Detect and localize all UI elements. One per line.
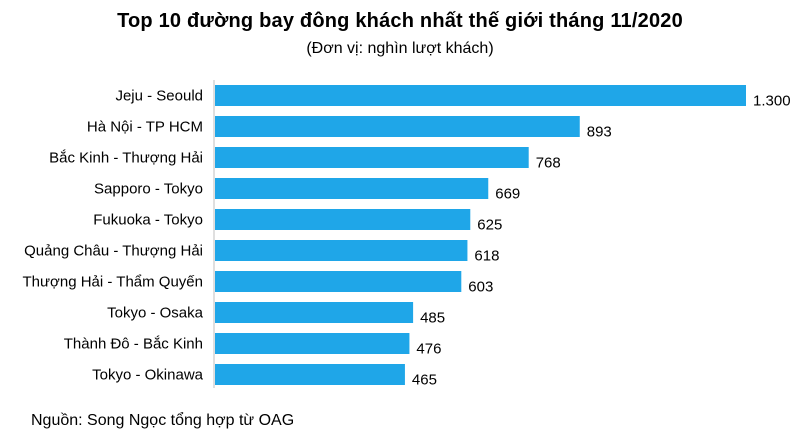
chart-title: Top 10 đường bay đông khách nhất thế giớ… [117,10,683,32]
value-label: 625 [477,217,502,234]
bar [215,302,414,323]
bars-layer: Jeju - Seould 1.300 Hà Nội - TP HCM 893 Bắc … [22,85,791,389]
value-label: 669 [495,186,520,203]
category-label: Hà Nội - TP HCM [87,119,203,136]
value-label: 768 [536,155,561,172]
value-label: 618 [474,248,499,265]
bar [215,333,410,354]
value-label: 485 [420,310,445,327]
value-label: 476 [416,341,441,358]
chart-subtitle: (Đơn vị: nghìn lượt khách) [306,40,494,57]
bar [215,271,462,292]
bar [215,147,529,168]
category-label: Tokyo - Osaka [107,305,204,322]
bar [215,116,580,137]
category-label: Jeju - Seould [115,88,203,105]
value-label: 465 [412,372,437,389]
category-label: Bắc Kinh - Thượng Hải [49,150,203,167]
category-label: Thành Đô - Bắc Kinh [64,336,203,353]
value-label: 893 [587,124,612,141]
value-label: 603 [468,279,493,296]
value-label: 1.300 [753,93,791,110]
category-label: Quảng Châu - Thượng Hải [24,243,203,260]
category-label: Fukuoka - Tokyo [93,212,203,229]
bar [215,85,746,106]
category-label: Sapporo - Tokyo [94,181,203,198]
bar [215,240,468,261]
category-label: Thượng Hải - Thẩm Quyến [22,274,203,291]
source-note: Nguồn: Song Ngọc tổng hợp từ OAG [31,412,295,429]
bar [215,364,405,385]
bar [215,209,471,230]
category-label: Tokyo - Okinawa [92,367,204,384]
bar [215,178,489,199]
